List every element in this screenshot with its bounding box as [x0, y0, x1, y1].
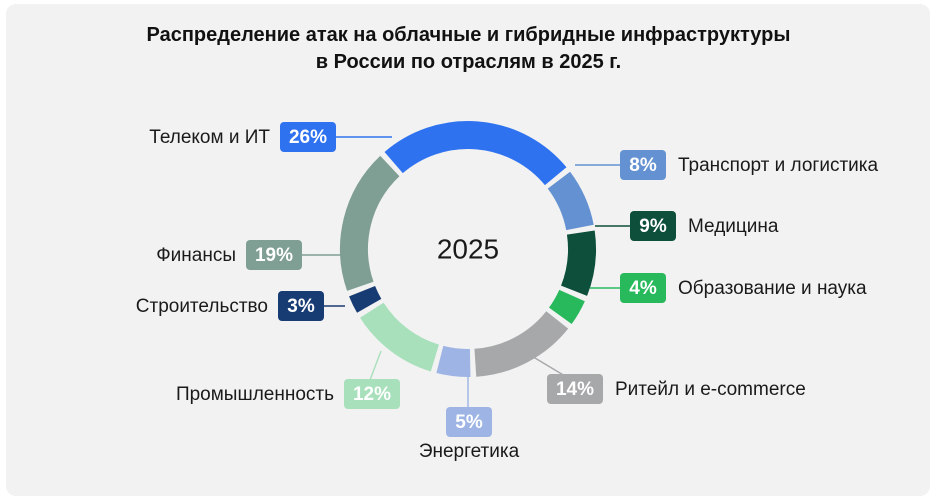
leader-line-5 [529, 354, 566, 377]
value-badge-1 [280, 122, 336, 152]
value-label-6: 5% [455, 412, 483, 433]
slice-6 [436, 345, 471, 377]
category-label-9: Финансы [156, 245, 236, 266]
donut-slices [340, 121, 596, 377]
value-badge-5 [547, 374, 603, 404]
category-label-3: Медицина [688, 216, 779, 237]
slice-4 [548, 289, 585, 325]
category-label-4: Образование и наука [678, 278, 867, 299]
slice-8 [349, 285, 382, 313]
value-label-7: 12% [353, 384, 391, 405]
center-year-label: 2025 [437, 233, 499, 264]
category-label-7: Промышленность [176, 384, 334, 405]
category-label-5: Ритейл и e-commerce [615, 379, 806, 400]
chart-title-line-2: в России по отраслям в 2025 г. [315, 51, 622, 73]
value-badge-4 [620, 273, 666, 303]
leader-line-7 [369, 350, 382, 381]
value-badge-9 [246, 240, 302, 270]
leader-lines [300, 136, 630, 408]
value-badge-3 [630, 211, 676, 241]
value-label-5: 14% [556, 379, 594, 400]
category-label-2: Транспорт и логистика [678, 155, 878, 176]
value-label-4: 4% [629, 278, 657, 299]
value-badge-7 [344, 379, 400, 409]
slice-2 [547, 171, 594, 231]
slice-1 [384, 121, 567, 186]
slice-5 [474, 310, 569, 377]
value-badge-6 [446, 407, 492, 437]
value-badge-8 [278, 291, 324, 321]
slice-9 [340, 155, 400, 291]
value-label-8: 3% [287, 296, 315, 317]
value-label-2: 8% [629, 155, 657, 176]
slice-3 [560, 230, 596, 296]
value-label-9: 19% [255, 245, 293, 266]
chart-title-line-1: Распределение атак на облачные и гибридн… [146, 24, 791, 46]
slice-labels: 26% Телеком и ИТ 8% Транспорт и логистика 9%… [136, 122, 878, 462]
slice-7 [360, 302, 440, 372]
category-label-6: Энергетика [419, 441, 520, 462]
value-badge-2 [620, 150, 666, 180]
category-label-1: Телеком и ИТ [149, 127, 270, 148]
value-label-3: 9% [639, 216, 667, 237]
category-label-8: Строительство [136, 296, 268, 317]
value-label-1: 26% [289, 127, 327, 148]
